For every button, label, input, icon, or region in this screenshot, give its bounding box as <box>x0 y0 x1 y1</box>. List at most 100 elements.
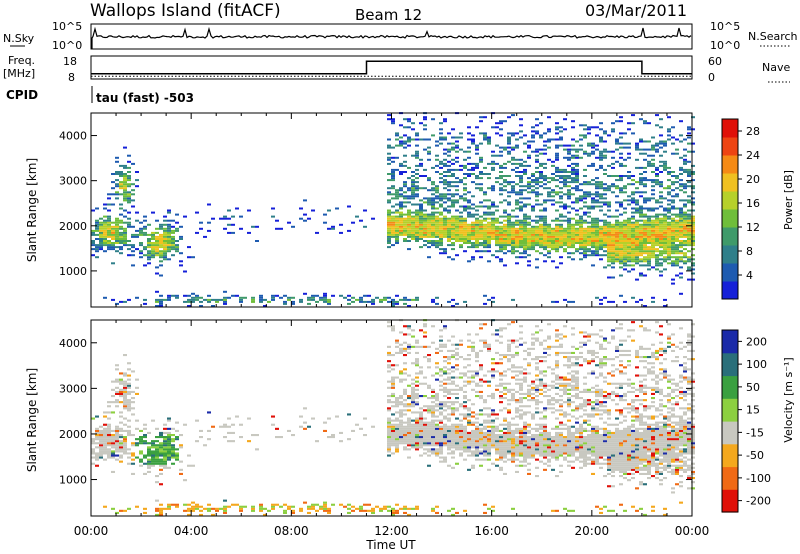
velocity-cell <box>463 438 467 441</box>
power-cell <box>119 300 123 303</box>
velocity-cell <box>427 440 431 443</box>
velocity-cell <box>491 446 495 449</box>
power-cell <box>679 209 683 212</box>
velocity-cell <box>511 376 515 379</box>
power-cell <box>631 268 635 271</box>
velocity-cell <box>415 434 419 437</box>
power-cell <box>471 181 475 184</box>
power-cell <box>543 242 547 244</box>
power-cell <box>411 227 415 230</box>
velocity-cell <box>371 509 375 512</box>
velocity-cell <box>483 401 487 404</box>
velocity-cell <box>407 507 411 510</box>
power-cell <box>667 217 671 220</box>
power-cell <box>163 258 167 261</box>
power-cell <box>199 221 203 224</box>
velocity-cell <box>239 505 243 508</box>
power-cell <box>111 227 115 230</box>
power-cell <box>415 138 419 141</box>
velocity-cell <box>527 444 531 447</box>
power-cell <box>619 120 623 123</box>
power-cell <box>411 203 415 206</box>
velocity-cell <box>459 440 463 443</box>
velocity-cell <box>171 438 175 441</box>
velocity-cell <box>423 335 427 338</box>
velocity-cell <box>419 427 423 430</box>
velocity-cell <box>127 462 131 465</box>
velocity-cell <box>395 397 399 400</box>
velocity-cell <box>487 444 491 447</box>
velocity-cell <box>415 339 419 342</box>
velocity-cell <box>159 511 163 514</box>
power-cell <box>523 246 527 249</box>
power-cell <box>623 256 627 259</box>
power-cell <box>167 229 171 232</box>
power-cell <box>419 207 423 210</box>
power-cell <box>299 217 303 220</box>
velocity-cell <box>151 440 155 443</box>
power-cell <box>463 227 467 230</box>
power-cell <box>587 142 591 145</box>
power-cell <box>603 187 607 190</box>
power-cell <box>103 244 107 247</box>
power-cell <box>667 179 671 182</box>
power-cell <box>583 240 587 242</box>
power-cell <box>579 248 583 251</box>
velocity-cell <box>155 509 159 512</box>
velocity-cell <box>187 503 191 506</box>
power-cell <box>651 154 655 157</box>
power-cell <box>683 227 687 230</box>
velocity-cell <box>431 397 435 400</box>
power-cell <box>535 150 539 153</box>
power-cell <box>163 254 167 257</box>
power-cell <box>587 193 591 196</box>
power-cell <box>411 217 415 220</box>
power-cell <box>607 164 611 167</box>
power-cell <box>119 187 123 190</box>
power-cell <box>443 118 447 121</box>
power-cell <box>539 209 543 212</box>
power-cell <box>515 203 519 206</box>
power-cell <box>619 201 623 204</box>
power-cell <box>651 223 655 226</box>
power-cell <box>671 233 675 236</box>
power-cell <box>463 164 467 167</box>
power-cell <box>567 197 571 200</box>
power-cell <box>635 235 639 238</box>
power-cell <box>419 205 423 208</box>
power-cell <box>123 195 127 198</box>
velocity-cell <box>399 436 403 439</box>
power-cell <box>511 229 515 232</box>
velocity-cell <box>435 450 439 453</box>
power-cell <box>119 248 123 251</box>
velocity-cell <box>387 417 391 420</box>
velocity-cell <box>431 431 435 434</box>
velocity-cell <box>115 380 119 383</box>
power-cell <box>671 250 675 253</box>
power-cell <box>439 197 443 200</box>
velocity-cell <box>175 503 179 506</box>
power-cell <box>171 235 175 238</box>
power-cell <box>599 235 603 238</box>
power-cell <box>635 146 639 149</box>
power-cell <box>455 238 459 240</box>
power-cell <box>559 238 563 240</box>
power-cell <box>487 231 491 234</box>
power-cell <box>451 201 455 204</box>
power-cell <box>451 238 455 240</box>
velocity-cell <box>291 511 295 514</box>
power-cell <box>395 156 399 159</box>
power-cell <box>427 240 431 242</box>
power-cell <box>683 223 687 226</box>
velocity-cell <box>223 507 227 510</box>
power-cell <box>115 302 119 305</box>
velocity-cell <box>515 382 519 385</box>
power-cell <box>555 144 559 147</box>
velocity-cell <box>95 452 99 455</box>
velocity-cell <box>439 425 443 428</box>
power-cell <box>123 181 127 184</box>
velocity-cell <box>495 452 499 455</box>
power-cell <box>627 244 631 247</box>
velocity-cell <box>519 386 523 389</box>
power-cell <box>487 223 491 226</box>
